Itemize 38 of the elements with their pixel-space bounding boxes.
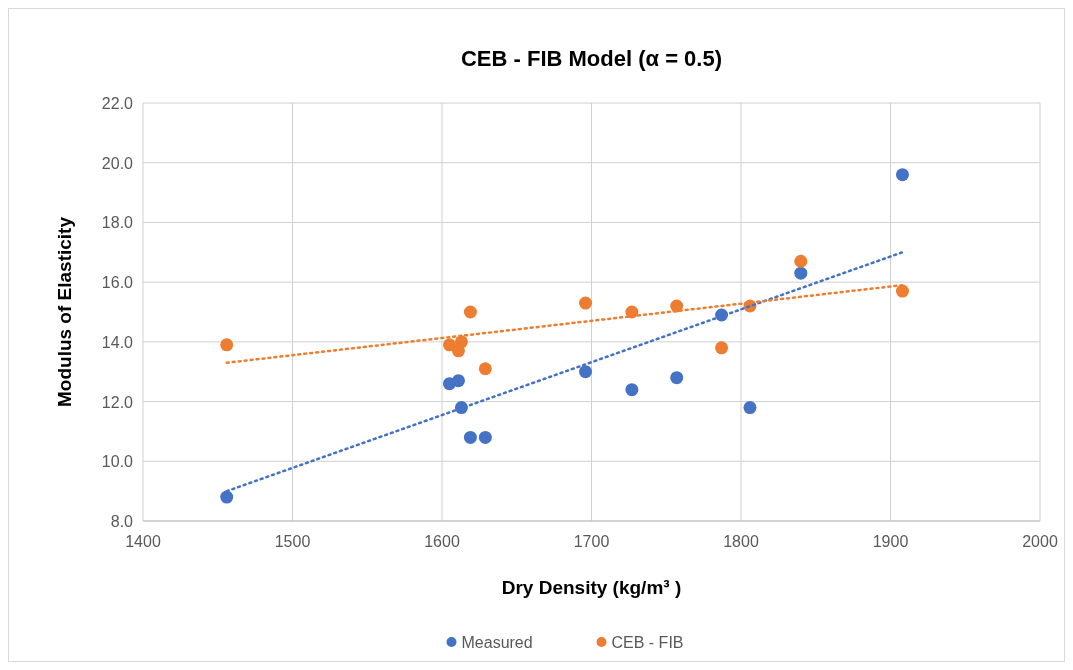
point (463, 305, 477, 319)
x-tick-label: 1600 (424, 533, 460, 550)
y-axis-title: Modulus of Elasticity (54, 216, 75, 408)
y-tick-label: 20.0 (101, 154, 134, 172)
y-tick-label: 14.0 (101, 333, 134, 351)
y-tick-label: 8.0 (110, 513, 134, 530)
y-tick-label: 12.0 (101, 393, 134, 411)
point (895, 284, 909, 298)
x-tick-label: 1900 (872, 533, 909, 550)
point (220, 338, 234, 352)
y-tick-label: 16.0 (101, 274, 134, 292)
point (463, 430, 477, 444)
point (478, 430, 492, 444)
point (579, 296, 593, 310)
point (220, 490, 234, 504)
x-tick-label: 1400 (125, 533, 161, 550)
point (478, 362, 492, 376)
point (670, 371, 684, 385)
chart-title: CEB - FIB Model (α = 0.5) (460, 46, 723, 71)
point (794, 254, 808, 268)
x-tick-label: 1800 (723, 533, 759, 550)
point (625, 383, 639, 397)
y-tick-label: 10.0 (101, 453, 134, 471)
point (743, 401, 757, 415)
x-tick-label: 1700 (573, 533, 610, 550)
x-tick-label: 1500 (274, 533, 311, 550)
x-axis-title: Dry Density (kg/m³ ) (501, 577, 682, 598)
point (579, 365, 593, 379)
y-tick-label: 22.0 (101, 95, 134, 112)
y-tick-label: 18.0 (101, 214, 134, 232)
legend-label: Measured (461, 634, 533, 651)
point (895, 168, 909, 182)
point (454, 335, 468, 349)
point (794, 266, 808, 280)
x-tick-label: 2000 (1022, 533, 1058, 550)
legend-label: CEB - FIB (611, 634, 684, 651)
point (451, 374, 465, 388)
point (715, 341, 729, 355)
